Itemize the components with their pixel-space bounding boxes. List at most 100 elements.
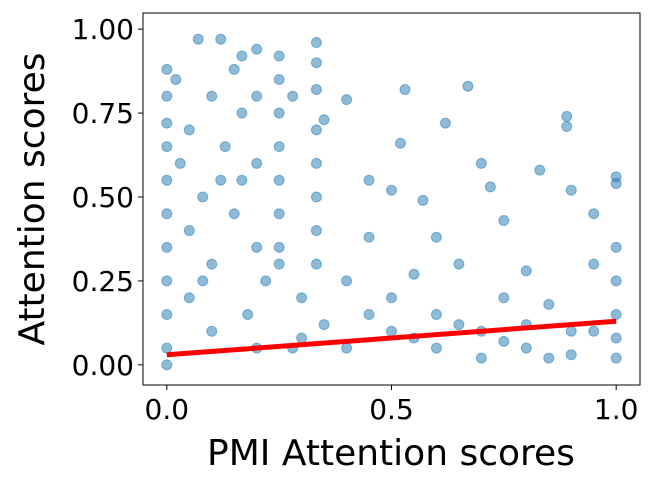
point: [273, 208, 285, 220]
point: [565, 325, 577, 337]
point: [310, 191, 322, 203]
point: [273, 174, 285, 186]
point: [228, 63, 240, 75]
point: [610, 308, 622, 320]
point: [610, 275, 622, 287]
x-tick-label: 0.0: [145, 393, 190, 426]
point: [206, 325, 218, 337]
point: [296, 332, 308, 344]
point: [236, 174, 248, 186]
point: [363, 174, 375, 186]
point: [310, 37, 322, 49]
point: [610, 332, 622, 344]
point: [310, 57, 322, 69]
y-tick-label: 0.00: [72, 349, 134, 382]
point: [310, 157, 322, 169]
point: [453, 258, 465, 270]
point: [386, 325, 397, 337]
point: [161, 141, 173, 153]
point: [310, 124, 322, 136]
point: [251, 90, 263, 102]
point: [318, 114, 330, 126]
point: [273, 141, 285, 153]
x-axis-label: PMI Attention scores: [207, 433, 575, 474]
point: [161, 275, 173, 287]
point: [260, 275, 272, 287]
point: [498, 292, 510, 304]
point: [534, 164, 546, 176]
y-tick-label: 1.00: [72, 13, 134, 46]
point: [236, 50, 248, 62]
point: [251, 157, 263, 169]
point: [475, 352, 487, 364]
point: [341, 275, 353, 287]
point: [310, 258, 322, 270]
point: [341, 94, 353, 106]
point: [462, 80, 474, 92]
point: [588, 208, 600, 220]
point: [228, 208, 240, 220]
point: [520, 342, 532, 354]
point: [498, 214, 510, 226]
point: [588, 258, 600, 270]
point: [588, 325, 600, 337]
x-tick-label: 0.5: [369, 393, 414, 426]
point: [161, 208, 173, 220]
point: [273, 73, 285, 85]
point: [161, 117, 173, 129]
point: [610, 178, 622, 190]
point: [610, 241, 622, 253]
point: [520, 265, 532, 277]
point: [273, 50, 285, 62]
point: [206, 258, 218, 270]
point: [215, 33, 227, 45]
point: [484, 181, 496, 193]
trend-line: [166, 318, 617, 358]
point: [287, 90, 299, 102]
point: [215, 174, 227, 186]
point: [543, 298, 555, 310]
y-tick-label: 0.50: [72, 181, 134, 214]
point: [206, 90, 218, 102]
point: [399, 84, 411, 96]
point: [430, 231, 442, 243]
point: [236, 107, 248, 119]
point: [273, 241, 285, 253]
point: [408, 268, 420, 280]
point: [183, 124, 195, 136]
point: [310, 225, 322, 237]
point: [453, 319, 465, 331]
y-tick-label: 0.25: [72, 265, 134, 298]
point: [543, 352, 555, 364]
point: [318, 319, 330, 331]
point: [174, 157, 186, 169]
point: [192, 33, 204, 45]
point: [273, 258, 285, 270]
y-tick-label: 0.75: [72, 97, 134, 130]
x-tick-label: 1.0: [594, 393, 639, 426]
point: [161, 90, 173, 102]
point: [561, 110, 573, 122]
point: [565, 349, 577, 361]
point: [341, 342, 353, 354]
point: [161, 63, 173, 75]
point: [183, 292, 195, 304]
point: [498, 335, 510, 347]
point: [439, 117, 451, 129]
point: [161, 342, 173, 354]
point: [430, 342, 442, 354]
point: [161, 241, 173, 253]
y-axis-label: Attention scores: [12, 52, 53, 345]
point: [363, 231, 375, 243]
point: [161, 308, 173, 320]
point: [161, 359, 173, 371]
point: [386, 184, 397, 196]
point: [561, 120, 573, 132]
point: [197, 191, 209, 203]
point: [386, 292, 397, 304]
point: [161, 174, 173, 186]
point: [296, 292, 308, 304]
point: [242, 308, 254, 320]
point: [219, 141, 231, 153]
